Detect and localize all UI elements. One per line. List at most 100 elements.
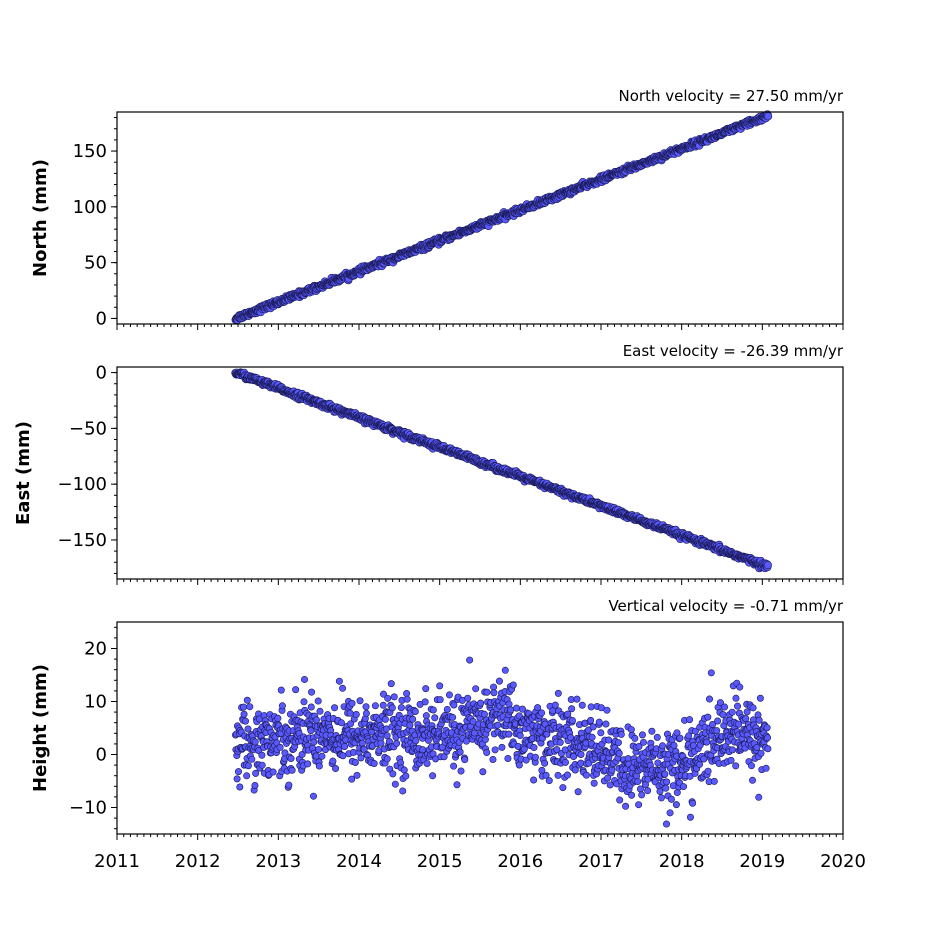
data-point <box>657 794 665 802</box>
data-point <box>236 783 244 791</box>
data-point <box>429 706 437 714</box>
y-tick-label: −150 <box>58 530 107 551</box>
data-point <box>466 656 474 664</box>
y-tick-label: 0 <box>96 745 107 766</box>
data-point <box>728 746 736 754</box>
data-point <box>676 734 684 742</box>
data-point <box>663 778 671 786</box>
data-point <box>667 795 675 803</box>
data-point <box>498 743 506 751</box>
data-point <box>686 716 694 724</box>
data-point <box>269 768 277 776</box>
data-point <box>704 713 712 721</box>
y-tick-label: 100 <box>73 197 107 218</box>
data-point <box>391 780 399 788</box>
data-point <box>332 765 340 773</box>
data-point <box>587 703 595 711</box>
data-point <box>505 730 513 738</box>
data-point <box>248 755 256 763</box>
data-point <box>734 702 742 710</box>
data-point <box>341 742 349 750</box>
data-point <box>490 689 498 697</box>
data-point <box>389 770 397 778</box>
data-point <box>719 711 727 719</box>
data-point <box>453 781 461 789</box>
data-point <box>748 762 756 770</box>
data-point <box>411 708 419 716</box>
data-point <box>384 694 392 702</box>
data-point <box>436 696 444 704</box>
data-point <box>348 775 356 783</box>
data-point <box>573 695 581 703</box>
data-point <box>504 754 512 762</box>
panel-height: −10 0 10 20 2011 2012 2013 2014 2015 2016 2017 2018… <box>30 597 866 872</box>
data-point <box>518 705 526 713</box>
data-point <box>501 666 509 674</box>
data-point <box>443 705 451 713</box>
data-point <box>703 738 711 746</box>
data-point <box>563 771 571 779</box>
data-point <box>246 703 254 711</box>
data-point <box>764 745 772 753</box>
data-point <box>421 698 429 706</box>
data-point <box>449 713 457 721</box>
data-point <box>507 706 515 714</box>
data-point <box>505 700 513 708</box>
data-point <box>315 762 323 770</box>
data-point <box>689 799 697 807</box>
data-point <box>755 716 763 724</box>
x-tick-label: 2019 <box>739 851 785 872</box>
data-point <box>353 771 361 779</box>
data-point <box>276 743 284 751</box>
data-point <box>567 696 575 704</box>
data-point <box>274 714 282 722</box>
data-point <box>461 756 469 764</box>
data-point <box>403 695 411 703</box>
data-point <box>400 766 408 774</box>
data-point <box>515 712 523 720</box>
data-point <box>307 703 315 711</box>
data-point <box>700 755 708 763</box>
data-point <box>707 669 715 677</box>
data-point <box>429 772 437 780</box>
data-point <box>635 801 643 809</box>
x-tick-label: 2011 <box>94 851 140 872</box>
data-point <box>362 709 370 717</box>
data-point <box>602 720 610 728</box>
y-tick-label: 10 <box>84 692 107 713</box>
data-point <box>479 768 487 776</box>
data-point <box>568 705 576 713</box>
data-point <box>578 701 586 709</box>
data-point <box>450 762 458 770</box>
data-point <box>379 701 387 709</box>
data-point <box>736 683 744 691</box>
data-point <box>469 718 477 726</box>
panel-north: 0 50 100 150 North velocity = 27.50 mm/yr Nor… <box>30 87 844 330</box>
data-point <box>234 768 242 776</box>
data-point <box>670 741 678 749</box>
data-point <box>277 686 285 694</box>
data-point <box>472 685 480 693</box>
panel-title-height: Vertical velocity = -0.71 mm/yr <box>608 597 843 615</box>
data-point <box>696 760 704 768</box>
data-point <box>530 744 538 752</box>
data-point <box>301 675 309 683</box>
data-point <box>608 766 616 774</box>
data-point <box>714 717 722 725</box>
data-point <box>622 802 630 810</box>
data-point <box>710 777 718 785</box>
data-point <box>763 724 771 732</box>
data-point <box>314 697 322 705</box>
data-point <box>673 729 681 737</box>
data-point <box>339 684 347 692</box>
data-point <box>362 703 370 711</box>
data-point <box>617 730 625 738</box>
data-point <box>587 716 595 724</box>
data-point <box>315 745 323 753</box>
data-point <box>412 737 420 745</box>
data-point <box>603 706 611 714</box>
data-point <box>606 781 614 789</box>
data-point <box>554 771 562 779</box>
data-point <box>721 703 729 711</box>
x-tick-label: 2015 <box>417 851 463 872</box>
